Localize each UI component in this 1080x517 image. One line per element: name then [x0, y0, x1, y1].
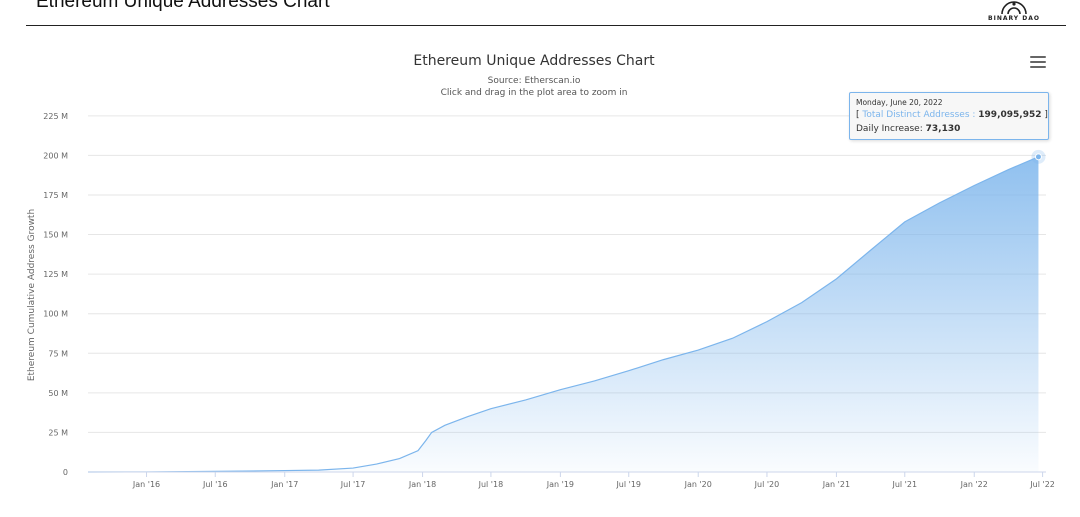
x-tick-label: Jan '18: [408, 480, 436, 489]
y-tick-label: 0: [63, 468, 68, 477]
x-tick-label: Jan '21: [822, 480, 850, 489]
x-tick-label: Jan '19: [546, 480, 574, 489]
chart-menu-button[interactable]: [1030, 56, 1046, 70]
series-area-fill: [88, 156, 1039, 472]
chart-panel[interactable]: Ethereum Unique Addresses Chart Source: …: [26, 40, 1066, 510]
chart-source-text: Source: Etherscan.io: [487, 76, 581, 86]
tooltip-increase-value: 73,130: [925, 124, 961, 134]
x-tick-label: Jul '21: [891, 480, 917, 489]
y-tick-label: 150 M: [43, 231, 68, 240]
page-header: Ethereum Unique Addresses Chart BINARY D…: [0, 0, 1080, 26]
y-tick-label: 175 M: [43, 191, 68, 200]
x-tick-label: Jan '16: [132, 480, 160, 489]
tooltip-date: Monday, June 20, 2022: [856, 98, 943, 107]
data-point-marker: [1034, 153, 1042, 161]
y-tick-label: 25 M: [48, 428, 68, 437]
y-tick-label: 100 M: [43, 310, 68, 319]
x-tick-label: Jul '18: [478, 480, 504, 489]
y-tick-label: 75 M: [48, 349, 68, 358]
x-tick-label: Jan '17: [270, 480, 298, 489]
tooltip-close-bracket: ]: [1041, 110, 1048, 120]
chart-zoom-hint: Click and drag in the plot area to zoom …: [440, 88, 628, 98]
tooltip-value: 199,095,952: [978, 110, 1042, 120]
series-area: [87, 156, 1039, 473]
hamburger-icon-bar: [1030, 56, 1046, 58]
area-chart[interactable]: 0 25 M 50 M 75 M 100 M 125 M 150 M 175 M 200 M 22…: [26, 40, 1066, 510]
tooltip-series-label: Total Distinct Addresses: [862, 110, 970, 120]
binary-dao-logo: BINARY DAO: [982, 0, 1046, 24]
x-tick-label: Jul '22: [1029, 480, 1055, 489]
header-divider: [26, 25, 1066, 26]
x-tick-label: Jul '17: [340, 480, 366, 489]
x-tick-label: Jan '20: [684, 480, 712, 489]
y-tick-label: 200 M: [43, 151, 68, 160]
chart-title: Ethereum Unique Addresses Chart: [413, 53, 655, 69]
x-tick-label: Jan '22: [960, 480, 988, 489]
page-title: Ethereum Unique Addresses Chart: [36, 0, 330, 12]
y-tick-label: 125 M: [43, 270, 68, 279]
hamburger-icon-bar: [1030, 61, 1046, 63]
tooltip-separator: :: [969, 110, 979, 120]
y-tick-label: 50 M: [48, 389, 68, 398]
logo-mark-icon: [1001, 1, 1027, 15]
tooltip-value-row: [ Total Distinct Addresses : 199,095,952…: [856, 110, 1048, 120]
y-axis-title: Ethereum Cumulative Address Growth: [27, 209, 37, 381]
hover-marker: [1031, 149, 1046, 164]
x-tick-label: Jul '16: [202, 480, 228, 489]
x-tick-label: Jul '19: [615, 480, 641, 489]
tooltip-open-bracket: [: [856, 110, 863, 120]
axes: 0 25 M 50 M 75 M 100 M 125 M 150 M 175 M 200 M 22…: [43, 112, 1055, 489]
hamburger-icon-bar: [1030, 66, 1046, 68]
chart-subtitle: Source: Etherscan.io Click and drag in t…: [26, 75, 1042, 99]
x-tick-label: Jul '20: [754, 480, 780, 489]
tooltip-increase-label: Daily Increase:: [856, 124, 926, 134]
series-line: [87, 156, 1039, 473]
y-tick-label: 225 M: [43, 112, 68, 121]
tooltip-increase-row: Daily Increase: 73,130: [856, 124, 960, 134]
data-tooltip: Monday, June 20, 2022 [ Total Distinct A…: [849, 92, 1049, 140]
logo-text: BINARY DAO: [988, 15, 1040, 22]
